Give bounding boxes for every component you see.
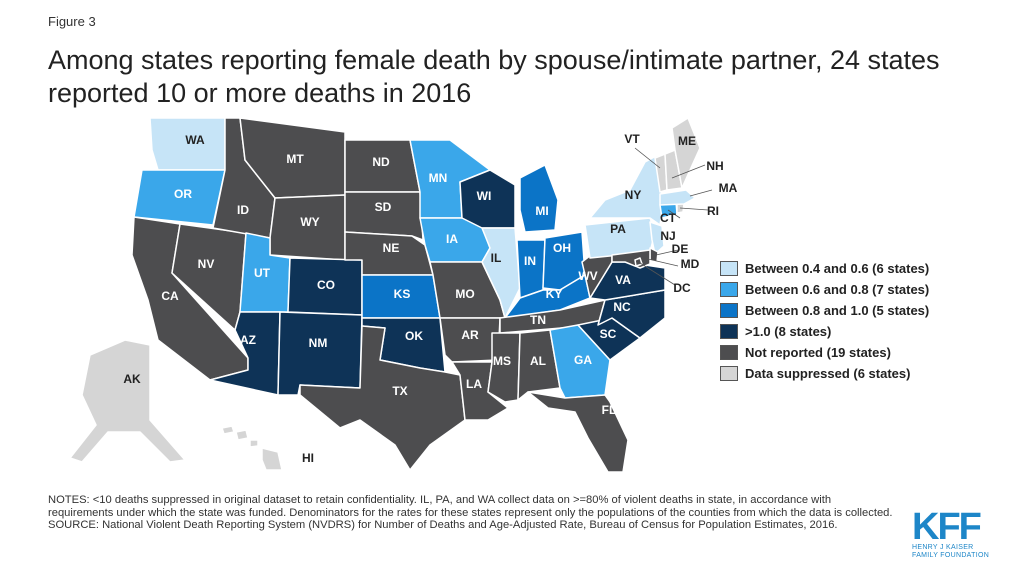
legend-label: Between 0.6 and 0.8 (7 states) bbox=[745, 282, 930, 297]
state-label-IN: IN bbox=[524, 254, 536, 268]
state-label-NC: NC bbox=[613, 300, 631, 314]
state-label-OR: OR bbox=[174, 187, 192, 201]
footnotes: NOTES: <10 deaths suppressed in original… bbox=[48, 494, 898, 532]
leader-lines bbox=[634, 147, 713, 286]
state-label-MI: MI bbox=[535, 204, 548, 218]
state-IN[interactable] bbox=[516, 239, 546, 299]
legend-label: >1.0 (8 states) bbox=[745, 324, 832, 339]
state-label-MD: MD bbox=[681, 257, 700, 271]
state-label-AK: AK bbox=[123, 372, 141, 386]
state-label-DE: DE bbox=[672, 242, 689, 256]
state-NY[interactable] bbox=[589, 154, 664, 226]
state-label-OH: OH bbox=[553, 241, 571, 255]
state-label-KS: KS bbox=[394, 287, 411, 301]
state-label-GA: GA bbox=[574, 353, 592, 367]
legend-item: Not reported (19 states) bbox=[720, 342, 929, 363]
state-label-LA: LA bbox=[466, 377, 482, 391]
legend-item: Between 0.4 and 0.6 (6 states) bbox=[720, 258, 929, 279]
state-HI[interactable] bbox=[221, 425, 283, 471]
figure-label: Figure 3 bbox=[48, 14, 96, 29]
state-SD[interactable] bbox=[344, 191, 424, 241]
logo-mark: KFF bbox=[912, 506, 982, 548]
state-label-OK: OK bbox=[405, 329, 423, 343]
legend-item: Between 0.8 and 1.0 (5 states) bbox=[720, 300, 929, 321]
legend-label: Not reported (19 states) bbox=[745, 345, 891, 360]
state-label-MO: MO bbox=[455, 287, 474, 301]
state-label-AR: AR bbox=[461, 328, 479, 342]
state-label-WV: WV bbox=[578, 269, 597, 283]
state-label-TX: TX bbox=[392, 384, 407, 398]
state-label-KY: KY bbox=[546, 287, 563, 301]
state-label-CA: CA bbox=[161, 289, 179, 303]
state-WY[interactable] bbox=[269, 194, 346, 261]
state-FL[interactable] bbox=[527, 391, 629, 473]
state-AR[interactable] bbox=[439, 317, 501, 363]
state-label-WY: WY bbox=[300, 215, 319, 229]
state-label-WI: WI bbox=[477, 189, 492, 203]
state-label-AZ: AZ bbox=[240, 333, 256, 347]
state-label-IL: IL bbox=[491, 251, 502, 265]
state-KY[interactable] bbox=[504, 274, 591, 319]
state-label-VT: VT bbox=[624, 132, 640, 146]
legend-label: Data suppressed (6 states) bbox=[745, 366, 911, 381]
state-label-MS: MS bbox=[493, 354, 511, 368]
state-MA[interactable] bbox=[659, 189, 696, 206]
state-label-UT: UT bbox=[254, 266, 271, 280]
state-label-NV: NV bbox=[198, 257, 215, 271]
state-label-SC: SC bbox=[600, 327, 617, 341]
state-label-MN: MN bbox=[429, 171, 448, 185]
state-NJ[interactable] bbox=[649, 221, 665, 255]
state-AK[interactable] bbox=[69, 339, 186, 463]
legend-item: Between 0.6 and 0.8 (7 states) bbox=[720, 279, 929, 300]
state-label-RI: RI bbox=[707, 204, 719, 218]
state-label-NH: NH bbox=[706, 159, 723, 173]
state-label-ID: ID bbox=[237, 203, 249, 217]
state-TX[interactable] bbox=[299, 325, 466, 471]
legend-swatch bbox=[720, 282, 738, 297]
state-label-SD: SD bbox=[375, 200, 392, 214]
state-label-AL: AL bbox=[530, 354, 546, 368]
legend-swatch bbox=[720, 366, 738, 381]
state-ME[interactable] bbox=[671, 117, 701, 189]
state-label-HI: HI bbox=[302, 451, 314, 465]
notes-text: NOTES: <10 deaths suppressed in original… bbox=[48, 494, 893, 519]
logo-line-2: FAMILY FOUNDATION bbox=[912, 552, 990, 559]
state-label-IA: IA bbox=[446, 232, 458, 246]
state-label-CT: CT bbox=[660, 211, 677, 225]
legend-swatch bbox=[720, 303, 738, 318]
source-text: SOURCE: National Violent Death Reporting… bbox=[48, 519, 838, 532]
map-legend: Between 0.4 and 0.6 (6 states) Between 0… bbox=[720, 258, 929, 384]
kff-logo: KFF HENRY J KAISER FAMILY FOUNDATION bbox=[912, 506, 992, 560]
legend-swatch bbox=[720, 345, 738, 360]
state-label-PA: PA bbox=[610, 222, 626, 236]
state-label-VA: VA bbox=[615, 273, 631, 287]
state-label-CO: CO bbox=[317, 278, 335, 292]
state-label-ME: ME bbox=[678, 134, 696, 148]
state-label-TN: TN bbox=[530, 313, 546, 327]
state-label-WA: WA bbox=[185, 133, 205, 147]
state-label-MT: MT bbox=[286, 152, 304, 166]
legend-swatch bbox=[720, 324, 738, 339]
state-label-NM: NM bbox=[309, 336, 328, 350]
state-DC[interactable] bbox=[634, 257, 643, 267]
legend-label: Between 0.4 and 0.6 (6 states) bbox=[745, 261, 930, 276]
state-label-NE: NE bbox=[383, 241, 400, 255]
state-label-ND: ND bbox=[372, 155, 390, 169]
state-label-NJ: NJ bbox=[660, 229, 675, 243]
state-label-FL: FL bbox=[602, 403, 617, 417]
state-MI[interactable] bbox=[519, 164, 559, 233]
legend-label: Between 0.8 and 1.0 (5 states) bbox=[745, 303, 930, 318]
legend-item: Data suppressed (6 states) bbox=[720, 363, 929, 384]
state-label-DC: DC bbox=[673, 281, 691, 295]
state-AL[interactable] bbox=[517, 329, 561, 401]
logo-line-1: HENRY J KAISER bbox=[912, 544, 974, 551]
state-IL[interactable] bbox=[481, 227, 521, 319]
legend-item: >1.0 (8 states) bbox=[720, 321, 929, 342]
map-title: Among states reporting female death by s… bbox=[48, 45, 940, 108]
state-NM[interactable] bbox=[277, 311, 363, 396]
state-label-MA: MA bbox=[719, 181, 738, 195]
state-label-NY: NY bbox=[625, 188, 642, 202]
legend-swatch bbox=[720, 261, 738, 276]
